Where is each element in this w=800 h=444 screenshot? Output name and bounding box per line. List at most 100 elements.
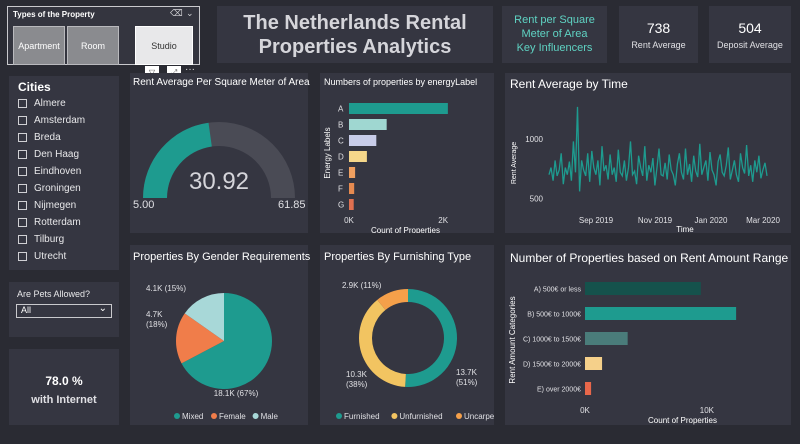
energy-chart-title: Numbers of properties by energyLabel <box>324 77 478 87</box>
city-option-tilburg[interactable]: Tilburg <box>18 232 64 246</box>
slice <box>184 293 224 341</box>
bar <box>585 332 628 345</box>
city-label: Den Haag <box>34 148 80 160</box>
bar <box>349 135 377 146</box>
gauge-panel: Rent Average Per Square Meter of Area 30… <box>130 73 310 233</box>
header-banner: The Netherlands Rental Properties Analyt… <box>217 6 493 63</box>
gender-pie-panel: Properties By Gender Requirements 4.1K (… <box>130 245 311 425</box>
x-tick-label: 10K <box>700 406 715 415</box>
checkbox-icon[interactable] <box>18 217 27 227</box>
slicer-option-studio[interactable]: Studio <box>135 26 193 65</box>
category-label: F <box>338 185 343 194</box>
x-axis-title: Count of Properties <box>371 226 440 233</box>
legend-marker <box>336 413 342 419</box>
checkbox-icon[interactable] <box>18 251 27 261</box>
furnishing-donut-panel: Properties By Furnishing Type 2.9K (11%)… <box>320 245 494 425</box>
bar <box>349 167 356 178</box>
pets-slicer: Are Pets Allowed? All ⌄ <box>9 282 119 337</box>
legend-label: Furnished <box>344 412 380 421</box>
internet-label: with Internet <box>31 394 97 406</box>
checkbox-icon[interactable] <box>18 115 27 125</box>
legend-marker <box>211 413 217 419</box>
city-option-rotterdam[interactable]: Rotterdam <box>18 215 81 229</box>
checkbox-icon[interactable] <box>18 149 27 159</box>
slice <box>359 299 406 387</box>
chevron-down-icon[interactable]: ⌄ <box>186 8 194 18</box>
gauge-min-label: 5.00 <box>133 199 155 211</box>
bar <box>585 282 701 295</box>
slicer-option-apartment[interactable]: Apartment <box>13 26 65 65</box>
city-option-utrecht[interactable]: Utrecht <box>18 249 66 263</box>
legend-label: Male <box>261 412 279 421</box>
city-label: Groningen <box>34 182 81 194</box>
legend-marker <box>174 413 180 419</box>
category-label: E) over 2000€ <box>537 387 581 394</box>
legend-marker <box>252 413 259 419</box>
slice <box>377 289 408 310</box>
eraser-icon[interactable]: ⌫ <box>170 8 183 18</box>
category-label: G <box>338 201 344 210</box>
gender-pie-chart: 4.1K (15%) 4.7K(18%) 18.1K (67%) Mixed Femal… <box>146 284 279 421</box>
y-axis-title: Rent Amount Categories <box>508 296 517 383</box>
key-influencers-button[interactable]: Rent per Square Meter of Area Key Influe… <box>502 6 607 63</box>
y-tick-label: 500 <box>530 194 544 203</box>
rent-range-panel: Number of Properties based on Rent Amoun… <box>505 245 791 425</box>
rent-time-panel: Rent Average by Time 1000 500 Sep 2019 Nov … <box>505 73 791 233</box>
city-option-den-haag[interactable]: Den Haag <box>18 147 79 161</box>
legend-label: Unfurnished <box>399 412 442 421</box>
city-label: Eindhoven <box>34 165 82 177</box>
category-label: A <box>338 105 344 114</box>
slicer-option-room[interactable]: Room <box>67 26 119 65</box>
property-type-slicer: Types of the Property ⌫ ⌄ Apartment Room… <box>7 6 200 65</box>
category-label: C) 1000€ to 1500€ <box>523 337 581 344</box>
page-title-line2: Properties Analytics <box>258 36 452 58</box>
city-option-groningen[interactable]: Groningen <box>18 181 81 195</box>
bar <box>349 151 367 162</box>
checkbox-icon[interactable] <box>18 200 27 210</box>
x-tick-label: 2K <box>438 216 448 225</box>
data-label: 4.7K <box>146 310 163 319</box>
x-tick-label: 0K <box>580 406 590 415</box>
city-option-amsterdam[interactable]: Amsterdam <box>18 113 85 127</box>
deposit-average-label: Deposit Average <box>717 40 783 50</box>
city-label: Utrecht <box>34 250 67 262</box>
category-label: D <box>338 153 344 162</box>
cities-title: Cities <box>18 80 51 94</box>
category-label: E <box>338 169 343 178</box>
city-option-almere[interactable]: Almere <box>18 96 66 110</box>
gauge-value-arc <box>143 122 212 198</box>
city-option-breda[interactable]: Breda <box>18 130 61 144</box>
rent-range-bar-chart: A) 500€ or less B) 500€ to 1000€ C) 1000€ … <box>508 282 737 425</box>
city-option-eindhoven[interactable]: Eindhoven <box>18 164 81 178</box>
x-tick-label: 0K <box>344 216 354 225</box>
city-label: Tilburg <box>34 233 65 245</box>
rent-average-label: Rent Average <box>631 40 686 50</box>
chevron-down-icon: ⌄ <box>98 303 107 314</box>
slice <box>405 289 457 387</box>
page-title-line1: The Netherlands Rental <box>243 12 467 34</box>
checkbox-icon[interactable] <box>18 183 27 193</box>
more-options-icon[interactable]: ··· <box>185 64 195 75</box>
city-label: Amsterdam <box>34 114 86 126</box>
pets-selected-value: All <box>21 305 32 315</box>
gender-chart-title: Properties By Gender Requirements <box>133 251 311 263</box>
data-label: 4.1K (15%) <box>146 284 186 293</box>
legend-label: Uncarpeted <box>464 412 494 421</box>
x-tick-label: Sep 2019 <box>579 216 614 225</box>
pets-dropdown[interactable]: All ⌄ <box>16 303 112 318</box>
bar <box>349 103 448 114</box>
checkbox-icon[interactable] <box>18 234 27 244</box>
data-label: 18.1K (67%) <box>214 389 259 398</box>
slice <box>176 313 224 364</box>
y-axis-title: Energy Labels <box>323 127 332 178</box>
city-label: Nijmegen <box>34 199 77 211</box>
checkbox-icon[interactable] <box>18 98 27 108</box>
cities-slicer: Cities Almere Amsterdam Breda Den Haag E… <box>9 76 119 270</box>
bar <box>349 199 354 210</box>
checkbox-icon[interactable] <box>18 132 27 142</box>
city-option-nijmegen[interactable]: Nijmegen <box>18 198 76 212</box>
checkbox-icon[interactable] <box>18 166 27 176</box>
key-influencers-line1: Rent per Square <box>514 14 595 26</box>
gauge-max-label: 61.85 <box>278 199 306 211</box>
